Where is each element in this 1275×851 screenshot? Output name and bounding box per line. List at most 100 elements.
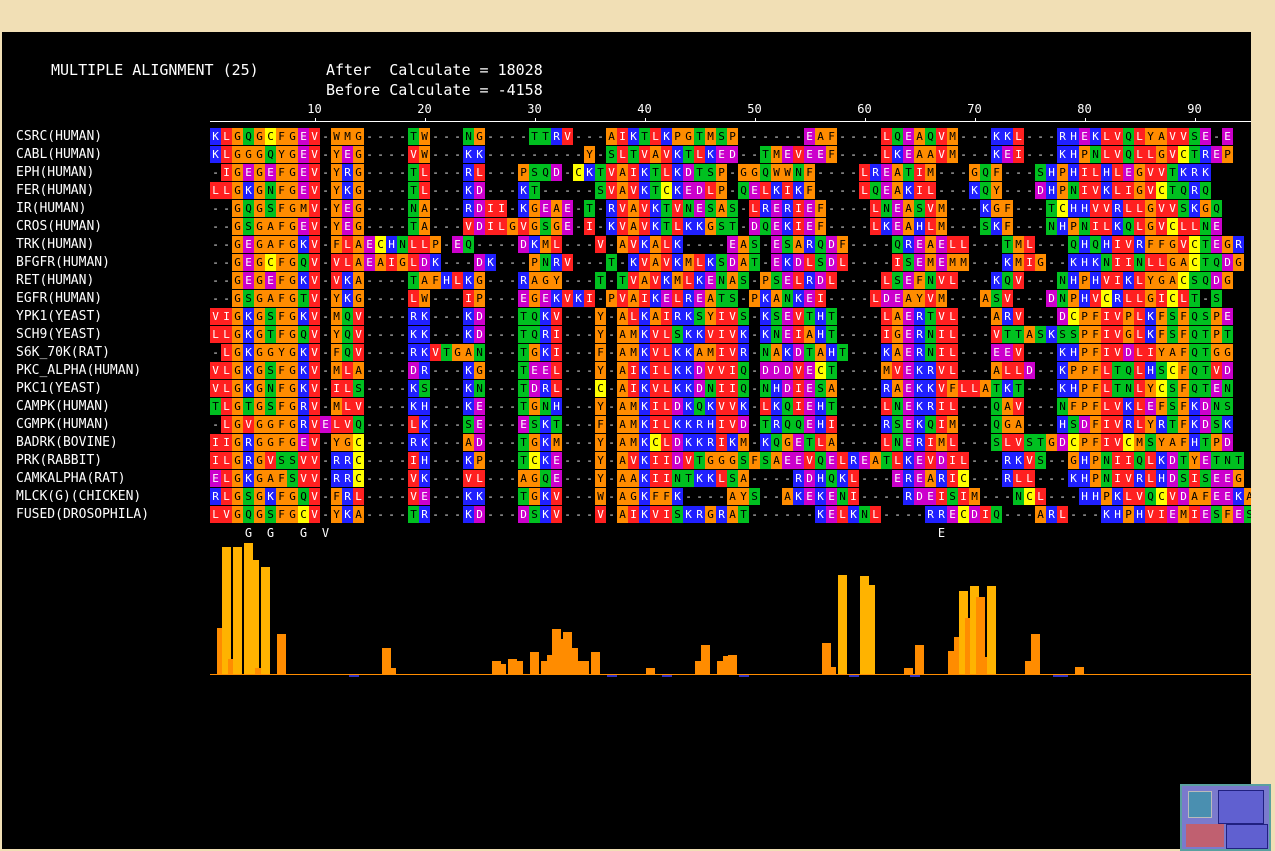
residue-cell: K (1090, 254, 1101, 271)
sequence-name[interactable]: PRK(RABBIT) (16, 453, 103, 468)
residue-cell: N (1057, 290, 1068, 307)
residue-cell: A (617, 344, 628, 361)
residue-cell: - (487, 490, 494, 503)
residue-cell: I (661, 452, 672, 469)
sequence-name[interactable]: EGFR(HUMAN) (16, 291, 103, 306)
sequence-name[interactable]: FUSED(DROSOPHILA) (16, 507, 150, 522)
residue-cell: E (1222, 488, 1233, 505)
residue-cell: G (254, 506, 265, 523)
residue-cell: E (298, 434, 309, 451)
sequence-name[interactable]: RET(HUMAN) (16, 273, 95, 288)
sequence-name[interactable]: CSRC(HUMAN) (16, 129, 103, 144)
residue-cell: N (837, 488, 848, 505)
residue-cell: - (971, 202, 978, 215)
sequence-name[interactable]: PKC_ALPHA(HUMAN) (16, 363, 142, 378)
residue-cell: K (210, 128, 221, 145)
residue-cell: - (377, 382, 384, 395)
residue-cell: Y (1156, 344, 1167, 361)
sequence-name[interactable]: CROS(HUMAN) (16, 219, 103, 234)
residue-cell: A (1167, 272, 1178, 289)
residue-cell: - (575, 130, 582, 143)
residue-cell: A (815, 344, 826, 361)
residue-cell: L (1134, 416, 1145, 433)
sequence-name[interactable]: CAMPK(HUMAN) (16, 399, 110, 414)
residue-cell: D (529, 380, 540, 397)
residue-cell: - (212, 346, 219, 359)
residue-cell: A (463, 344, 474, 361)
sequence-name[interactable]: CABL(HUMAN) (16, 147, 103, 162)
sequence-name[interactable]: BFGFR(HUMAN) (16, 255, 110, 270)
residue-cell: K (705, 398, 716, 415)
residue-cell: A (694, 344, 705, 361)
residue-cell: L (947, 344, 958, 361)
residue-cell: - (509, 382, 516, 395)
residue-cell: - (454, 472, 461, 485)
residue-cell: - (1026, 166, 1033, 179)
residue-cell: - (872, 400, 879, 413)
residue-cell: M (1013, 254, 1024, 271)
sequence-name[interactable]: CAMKALPHA(RAT) (16, 471, 126, 486)
sequence-name[interactable]: BADRK(BOVINE) (16, 435, 118, 450)
residue-cell: - (894, 508, 901, 521)
navigator-minimap[interactable] (1180, 784, 1271, 851)
sequence-name[interactable]: IR(HUMAN) (16, 201, 87, 216)
residue-cell: G (529, 470, 540, 487)
residue-cell: - (366, 454, 373, 467)
residue-cell: L (617, 146, 628, 163)
sequence-name[interactable]: FER(HUMAN) (16, 183, 95, 198)
residue-cell: K (650, 290, 661, 307)
residue-cell: - (454, 148, 461, 161)
residue-cell: - (751, 382, 758, 395)
residue-cell: - (575, 202, 582, 215)
sequence-name[interactable]: S6K_70K(RAT) (16, 345, 110, 360)
residue-cell: F (1002, 218, 1013, 235)
residue-cell: L (672, 290, 683, 307)
residue-cell: - (498, 472, 505, 485)
residue-cell: R (925, 362, 936, 379)
residue-cell: D (1167, 452, 1178, 469)
sequence-name[interactable]: CGMPK(HUMAN) (16, 417, 110, 432)
residue-cell: A (980, 290, 991, 307)
sequence-name[interactable]: YPK1(YEAST) (16, 309, 103, 324)
residue-cell: V (353, 308, 364, 325)
sequence-name[interactable]: TRK(HUMAN) (16, 237, 95, 252)
minimap-window[interactable] (1188, 791, 1212, 818)
residue-cell: - (971, 418, 978, 431)
residue-cell: K (1057, 362, 1068, 379)
sequence-name[interactable]: MLCK(G)(CHICKEN) (16, 489, 142, 504)
residue-cell: K (991, 128, 1002, 145)
residue-cell: - (432, 490, 439, 503)
residue-cell: I (1101, 416, 1112, 433)
residue-cell: D (1123, 344, 1134, 361)
residue-cell: I (221, 164, 232, 181)
residue-cell: G (474, 362, 485, 379)
sequence-name[interactable]: EPH(HUMAN) (16, 165, 95, 180)
sequence-name[interactable]: PKC1(YEAST) (16, 381, 103, 396)
residue-cell: V (1145, 164, 1156, 181)
sequence-name[interactable]: SCH9(YEAST) (16, 327, 103, 342)
residue-cell: - (399, 346, 406, 359)
residue-cell: - (399, 130, 406, 143)
